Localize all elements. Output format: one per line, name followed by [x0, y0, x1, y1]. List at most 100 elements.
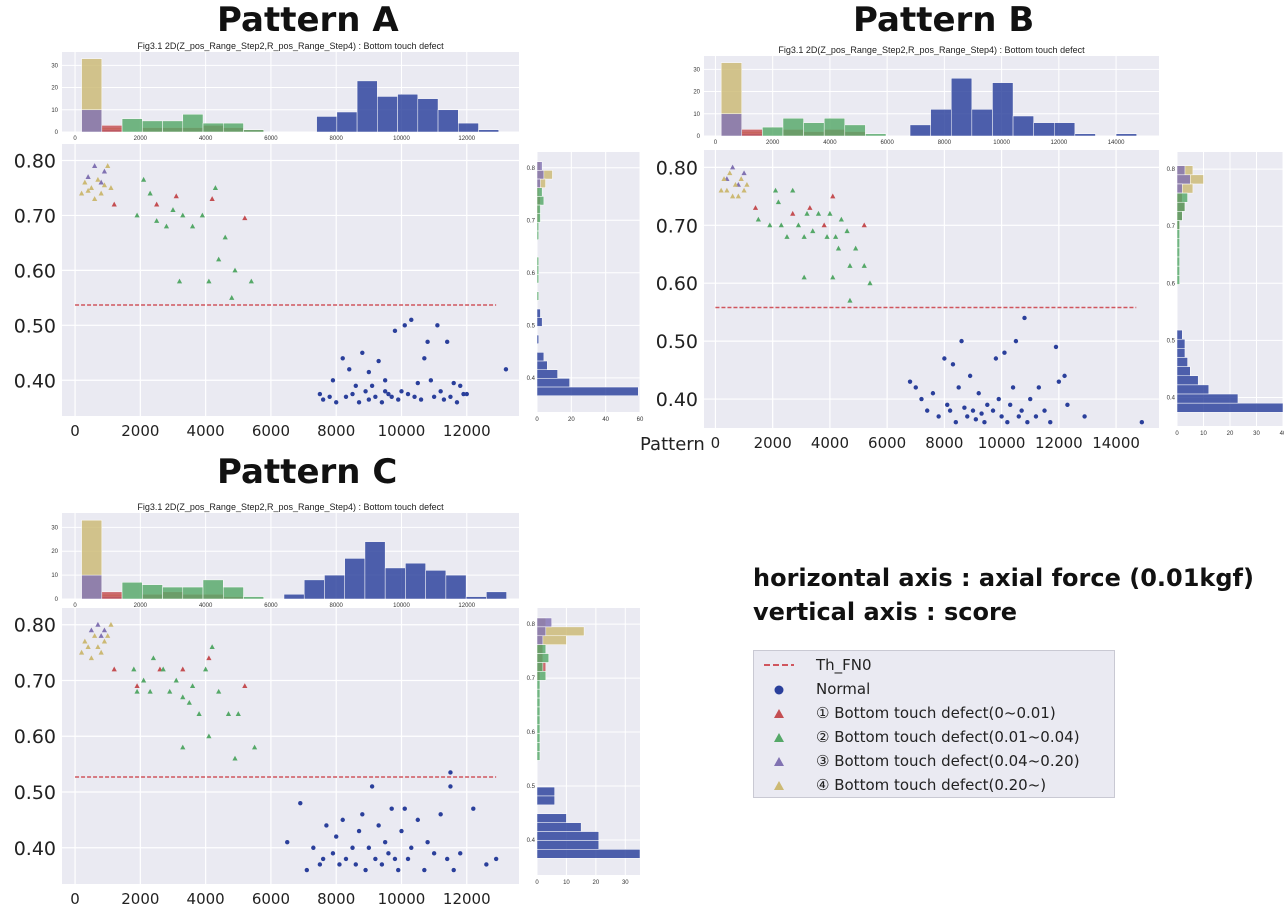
side-hist-bar — [536, 813, 567, 823]
side-hist-x-tick-label: 10 — [563, 880, 570, 886]
defect-point — [724, 187, 730, 193]
normal-point — [402, 806, 407, 811]
side-hist-bar — [1176, 220, 1180, 230]
top-hist-bar — [823, 117, 846, 137]
normal-point — [431, 851, 437, 856]
normal-point — [402, 323, 407, 328]
defect-point — [105, 633, 111, 638]
top-hist-bar — [121, 118, 143, 133]
top-hist-bar — [81, 574, 103, 600]
top-hist-x-tick-label: 0 — [714, 140, 718, 146]
normal-point — [415, 380, 421, 386]
x-tick-label: 10000 — [378, 890, 426, 906]
top-hist-bar — [223, 586, 244, 600]
side-hist-bar — [536, 662, 544, 672]
top-hist-bar — [303, 579, 325, 600]
normal-point — [451, 380, 456, 386]
triangle-marker-icon — [764, 703, 794, 723]
top-hist-bar — [81, 109, 103, 133]
normal-point — [386, 851, 391, 856]
side-hist-bar — [536, 653, 550, 663]
normal-point — [976, 391, 981, 396]
normal-point — [956, 385, 961, 390]
top-hist-x-tick-label: 12000 — [458, 136, 475, 142]
defect-point — [167, 688, 173, 694]
normal-point — [396, 397, 401, 402]
top-hist-x-tick-label: 0 — [73, 603, 77, 609]
top-hist-bar — [720, 113, 743, 137]
normal-point — [1025, 420, 1030, 425]
top-hist-bar — [445, 574, 467, 600]
normal-point — [993, 356, 999, 361]
x-tick-label: 0 — [70, 422, 80, 440]
side-hist-x-tick-label: 0 — [535, 880, 539, 886]
defect-point — [721, 176, 727, 181]
defect-point — [727, 170, 733, 176]
normal-point — [464, 391, 469, 397]
normal-point — [320, 397, 326, 402]
side-hist-bar — [536, 378, 570, 388]
x-tick-label: 2000 — [121, 422, 159, 440]
normal-point — [907, 379, 913, 384]
normal-point — [369, 784, 375, 789]
top-hist-bar — [377, 96, 398, 133]
top-hist-x-tick-label: 12000 — [458, 603, 475, 609]
defect-point — [730, 164, 736, 170]
side-hist-bar — [1176, 201, 1186, 212]
defect-point — [95, 621, 101, 627]
side-hist-bar — [536, 170, 545, 180]
top-hist-bar — [971, 109, 993, 137]
defect-point — [105, 163, 111, 168]
normal-point — [382, 839, 388, 845]
normal-point — [962, 405, 967, 410]
defect-point — [844, 228, 850, 234]
top-hist-bar — [364, 541, 386, 600]
top-hist-bar — [405, 562, 426, 600]
normal-point — [1056, 379, 1062, 384]
side-hist-bar — [536, 369, 558, 379]
x-tick-label: 4000 — [187, 890, 225, 906]
side-hist-bar — [536, 706, 541, 717]
defect-point — [835, 245, 842, 251]
top-hist-y-tick-label: 30 — [693, 67, 700, 73]
side-hist-bar — [536, 360, 548, 370]
defect-point — [830, 193, 836, 199]
y-tick-label: 0.40 — [656, 389, 698, 411]
top-hist-bar — [142, 120, 163, 133]
defect-point — [216, 688, 222, 694]
defect-point — [88, 185, 94, 190]
normal-point — [311, 845, 316, 850]
top-hist-x-tick-label: 4000 — [823, 140, 837, 146]
defect-point — [98, 649, 104, 655]
normal-point — [334, 834, 339, 839]
side-hist-bar — [536, 626, 547, 637]
x-tick-label: 6000 — [868, 434, 906, 452]
normal-point — [982, 420, 987, 425]
axis-description: horizontal axis : axial force (0.01kgf) … — [753, 561, 1254, 629]
normal-point — [369, 383, 375, 388]
normal-point — [422, 867, 427, 873]
side-hist-y-tick-label: 0.6 — [1167, 281, 1176, 287]
normal-point — [438, 389, 443, 394]
normal-point — [327, 394, 332, 399]
top-hist-bar — [741, 129, 763, 137]
normal-point — [484, 862, 489, 867]
normal-point — [435, 323, 440, 328]
normal-point — [386, 391, 391, 397]
y-tick-label: 0.80 — [14, 615, 56, 637]
defect-point — [821, 222, 827, 228]
side-hist-bar — [1176, 329, 1183, 340]
top-hist-y-tick-label: 10 — [51, 573, 58, 579]
normal-point — [340, 356, 345, 361]
defect-point — [186, 699, 192, 705]
x-tick-label: 10000 — [978, 434, 1026, 452]
defect-point — [741, 187, 747, 193]
defect-point — [157, 666, 163, 672]
defect-point — [101, 168, 108, 174]
normal-point — [448, 784, 453, 789]
defect-point — [827, 210, 833, 216]
defect-point — [98, 190, 104, 196]
normal-point — [298, 800, 303, 806]
side-hist-bar — [536, 849, 641, 859]
defect-point — [101, 627, 108, 633]
